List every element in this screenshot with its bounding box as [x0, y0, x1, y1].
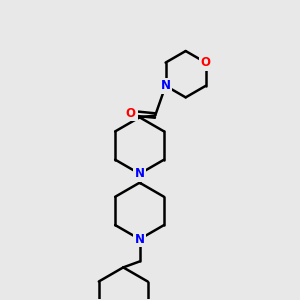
Text: N: N [160, 79, 171, 92]
Text: O: O [126, 106, 136, 120]
Text: N: N [135, 233, 145, 246]
Text: N: N [135, 167, 145, 180]
Text: O: O [201, 56, 211, 69]
